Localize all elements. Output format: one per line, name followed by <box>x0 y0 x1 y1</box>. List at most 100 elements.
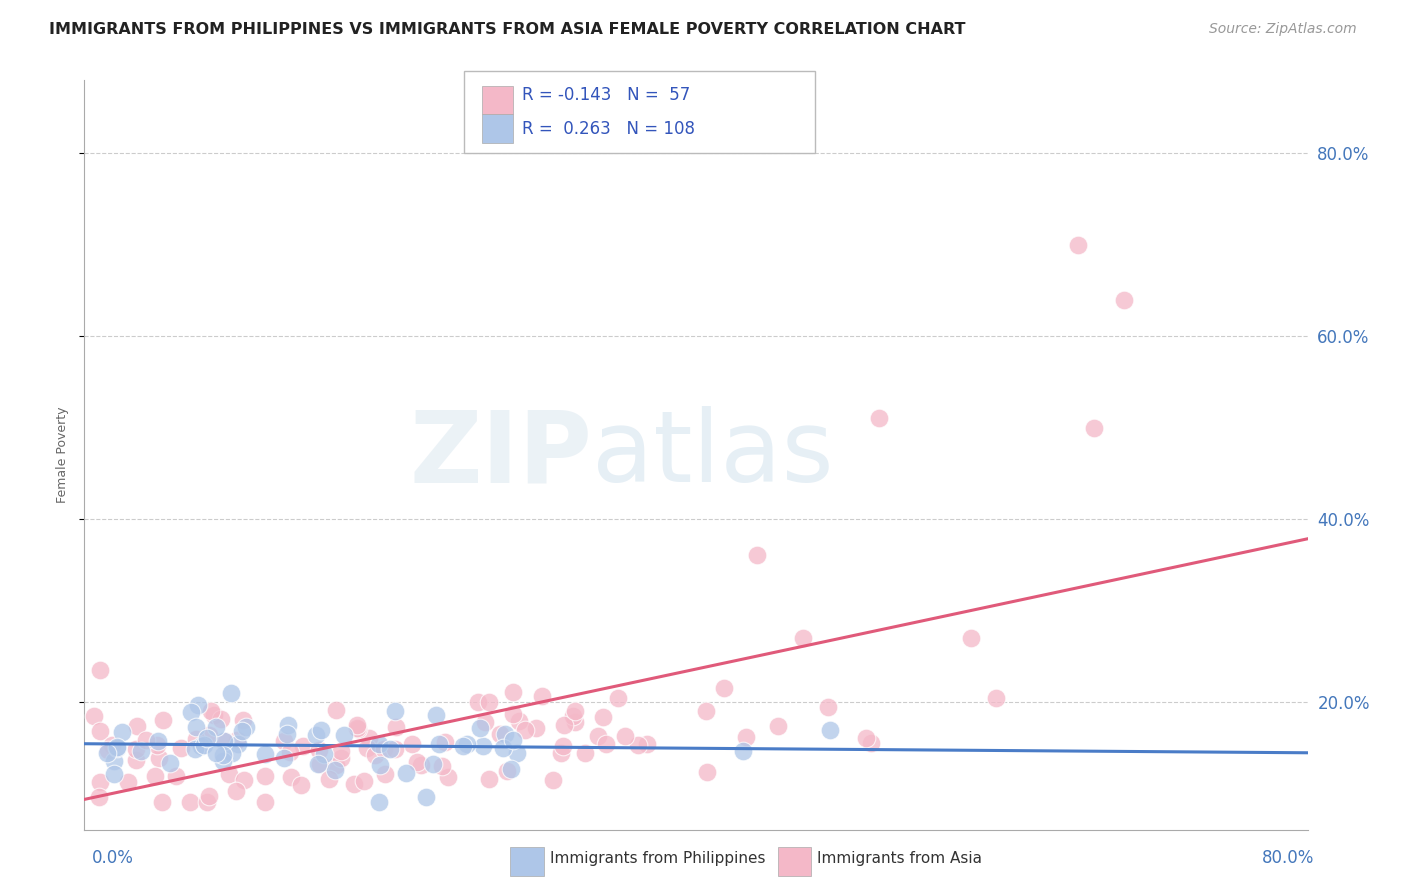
Point <box>984 690 1007 705</box>
Point <box>368 758 391 772</box>
Point <box>235 720 257 734</box>
Point <box>311 723 333 737</box>
Point <box>231 724 253 739</box>
Point <box>330 751 353 765</box>
Point <box>627 739 650 753</box>
Point <box>530 689 553 703</box>
Point <box>792 631 814 645</box>
Point <box>125 741 148 756</box>
Point <box>550 746 572 760</box>
Point <box>209 712 232 726</box>
Point <box>564 715 586 730</box>
Text: Immigrants from Asia: Immigrants from Asia <box>817 851 981 865</box>
Point <box>193 738 215 752</box>
Point <box>146 738 169 752</box>
Point <box>212 748 235 763</box>
Point <box>190 739 212 753</box>
Point <box>117 775 139 789</box>
Point <box>89 663 111 677</box>
Point <box>515 723 537 737</box>
Point <box>380 742 402 756</box>
Point <box>186 698 208 712</box>
Point <box>374 766 396 780</box>
Point <box>83 709 105 723</box>
Point <box>204 746 226 760</box>
Point <box>273 734 295 748</box>
Point <box>200 704 222 718</box>
Point <box>129 744 152 758</box>
Point <box>508 714 530 729</box>
Point <box>492 741 515 756</box>
Point <box>87 789 110 804</box>
Point <box>186 720 208 734</box>
Point <box>205 720 228 734</box>
Point <box>817 699 839 714</box>
Point <box>502 733 524 747</box>
Text: Immigrants from Philippines: Immigrants from Philippines <box>550 851 765 865</box>
Point <box>1083 420 1105 434</box>
Point <box>197 728 219 742</box>
Point <box>184 741 207 756</box>
Point <box>471 739 494 754</box>
Point <box>280 770 302 784</box>
Point <box>253 747 276 762</box>
Point <box>564 704 586 718</box>
Point <box>276 727 298 741</box>
Point <box>368 795 391 809</box>
Point <box>159 756 181 770</box>
Point <box>401 737 423 751</box>
Point <box>551 739 574 754</box>
Point <box>855 731 877 746</box>
Point <box>474 715 496 730</box>
Text: Source: ZipAtlas.com: Source: ZipAtlas.com <box>1209 22 1357 37</box>
Point <box>734 731 756 745</box>
Point <box>214 734 236 748</box>
Point <box>232 772 254 787</box>
Point <box>145 769 167 783</box>
Point <box>308 743 330 757</box>
Text: atlas: atlas <box>592 407 834 503</box>
Point <box>253 795 276 809</box>
Point <box>502 685 524 699</box>
Point <box>278 745 301 759</box>
Point <box>195 731 218 745</box>
Point <box>146 734 169 748</box>
Point <box>478 772 501 787</box>
Point <box>747 549 769 563</box>
Point <box>198 789 221 804</box>
Point <box>346 721 368 735</box>
Point <box>425 708 447 723</box>
Point <box>586 729 609 743</box>
Point <box>960 631 983 645</box>
Point <box>202 707 225 722</box>
Point <box>731 743 754 757</box>
Point <box>574 746 596 760</box>
Point <box>607 690 630 705</box>
Y-axis label: Female Poverty: Female Poverty <box>56 407 69 503</box>
Point <box>105 741 128 756</box>
Point <box>505 746 527 760</box>
Point <box>561 709 583 723</box>
Point <box>107 739 129 754</box>
Point <box>713 681 735 695</box>
Point <box>309 757 332 772</box>
Point <box>695 705 717 719</box>
Point <box>221 686 243 700</box>
Point <box>343 777 366 791</box>
Point <box>359 731 381 745</box>
Text: R =  0.263   N = 108: R = 0.263 N = 108 <box>522 120 695 138</box>
Point <box>524 722 547 736</box>
Point <box>373 742 395 756</box>
Point <box>451 739 474 753</box>
Point <box>433 735 456 749</box>
Point <box>384 704 406 718</box>
Point <box>422 757 444 772</box>
Point <box>406 756 429 770</box>
Text: 0.0%: 0.0% <box>91 849 134 867</box>
Point <box>221 747 243 761</box>
Point <box>467 695 489 709</box>
Point <box>165 769 187 783</box>
Point <box>499 762 522 776</box>
Point <box>553 718 575 732</box>
Point <box>636 738 658 752</box>
